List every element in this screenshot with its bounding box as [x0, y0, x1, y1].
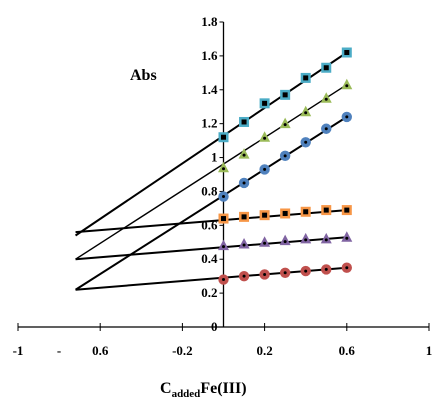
- series-6-point-center: [222, 278, 225, 282]
- series-1-point-center: [282, 92, 288, 98]
- series-6-point-center: [324, 267, 328, 271]
- y-tick-label: 1.6: [201, 48, 218, 63]
- series-5-point: [238, 237, 250, 249]
- series-5-point: [218, 239, 229, 251]
- series-2-point: [341, 78, 353, 90]
- series-4-point-center: [323, 207, 329, 213]
- series-6-point-center: [263, 272, 267, 276]
- x-axis-label: CaddedFe(III): [160, 380, 247, 400]
- x-axis-label-sub: added: [172, 388, 201, 400]
- series-5-point: [259, 236, 271, 247]
- y-tick-label: 1.2: [201, 116, 217, 131]
- series-6-point-center: [242, 274, 246, 278]
- fit-line-1: [74, 51, 348, 237]
- series-3-point-center: [345, 115, 349, 119]
- series-5-point-center: [242, 243, 246, 247]
- series-3-point-center: [222, 195, 225, 199]
- x-axis-label-main: C: [160, 380, 172, 397]
- series-2-point: [320, 92, 332, 103]
- series-2-point: [259, 131, 271, 142]
- series-4-point-center: [262, 212, 268, 218]
- series-5-point: [341, 231, 353, 242]
- series-4-point-center: [303, 209, 309, 215]
- series-2-point: [218, 161, 229, 173]
- series-5-point-center: [345, 236, 349, 240]
- series-3-point-center: [283, 154, 287, 158]
- series-2-point: [300, 105, 312, 117]
- y-tick-label: 1.4: [201, 82, 218, 97]
- x-tick-label: 0.6: [339, 343, 356, 358]
- y-axis-label: Abs: [130, 67, 157, 84]
- series-5-point-center: [283, 240, 287, 244]
- fit-line-3: [75, 116, 348, 291]
- series-3-point-center: [304, 140, 308, 144]
- series-1-point-center: [262, 100, 268, 106]
- series-4-point-center: [344, 207, 350, 213]
- series-3-point-center: [324, 127, 328, 131]
- series-2-point: [238, 148, 250, 159]
- series-4-point-center: [282, 210, 288, 216]
- fit-lines: [74, 51, 348, 291]
- y-tick-label: 1: [211, 150, 218, 165]
- series-2-point-center: [304, 111, 308, 115]
- x-tick-label: -0.2: [172, 343, 193, 358]
- series-1-point-center: [323, 65, 329, 71]
- series-6-point-center: [304, 269, 308, 273]
- series-2-point-center: [263, 136, 267, 140]
- y-tick-label: 0.4: [201, 251, 218, 266]
- series-5-point-center: [324, 238, 328, 242]
- series-5-point: [300, 232, 312, 244]
- series-5-point: [320, 232, 332, 244]
- series-3-point-center: [242, 181, 246, 185]
- x-tick-label: -: [57, 343, 61, 358]
- data-points: [218, 47, 353, 285]
- series-2-point-center: [324, 97, 328, 101]
- series-2-point: [279, 117, 291, 129]
- y-tick-label: 0.6: [201, 217, 218, 232]
- series-2-point-center: [242, 153, 246, 157]
- series-4-point-center: [221, 216, 226, 222]
- y-tick-label: 0: [211, 319, 218, 334]
- y-tick-label: 0.2: [201, 285, 217, 300]
- y-tick-label: 1.8: [201, 14, 218, 29]
- series-5-point-center: [304, 238, 308, 242]
- series-3-point-center: [263, 167, 267, 171]
- x-tick-label: -1: [13, 343, 24, 358]
- ticks: -1 - 0.6 -0.2 0.2 0.6 1 0 0.2 0.4 0.6 0.8 1 1.2 1.4 1.6…: [13, 14, 433, 358]
- series-1-point-center: [241, 119, 247, 125]
- x-tick-label: 0.2: [256, 343, 272, 358]
- series-2-point-center: [222, 167, 225, 171]
- series-1-point-center: [344, 50, 350, 55]
- series-6-point-center: [283, 271, 287, 275]
- series-6-point-center: [345, 266, 349, 270]
- series-1-point-center: [303, 75, 309, 81]
- y-tick-label: 0.8: [201, 183, 218, 198]
- series-5-point-center: [222, 245, 225, 249]
- x-tick-label: 1: [426, 343, 433, 358]
- series-4-point-center: [241, 214, 247, 220]
- x-tick-label: 0.6: [92, 343, 109, 358]
- x-axis-label-rest: Fe(III): [200, 380, 246, 397]
- series-5-point-center: [263, 241, 267, 245]
- series-2-point-center: [283, 123, 287, 127]
- series-5-point: [279, 234, 291, 246]
- series-2-point-center: [345, 84, 349, 88]
- series-1-point-center: [221, 134, 226, 140]
